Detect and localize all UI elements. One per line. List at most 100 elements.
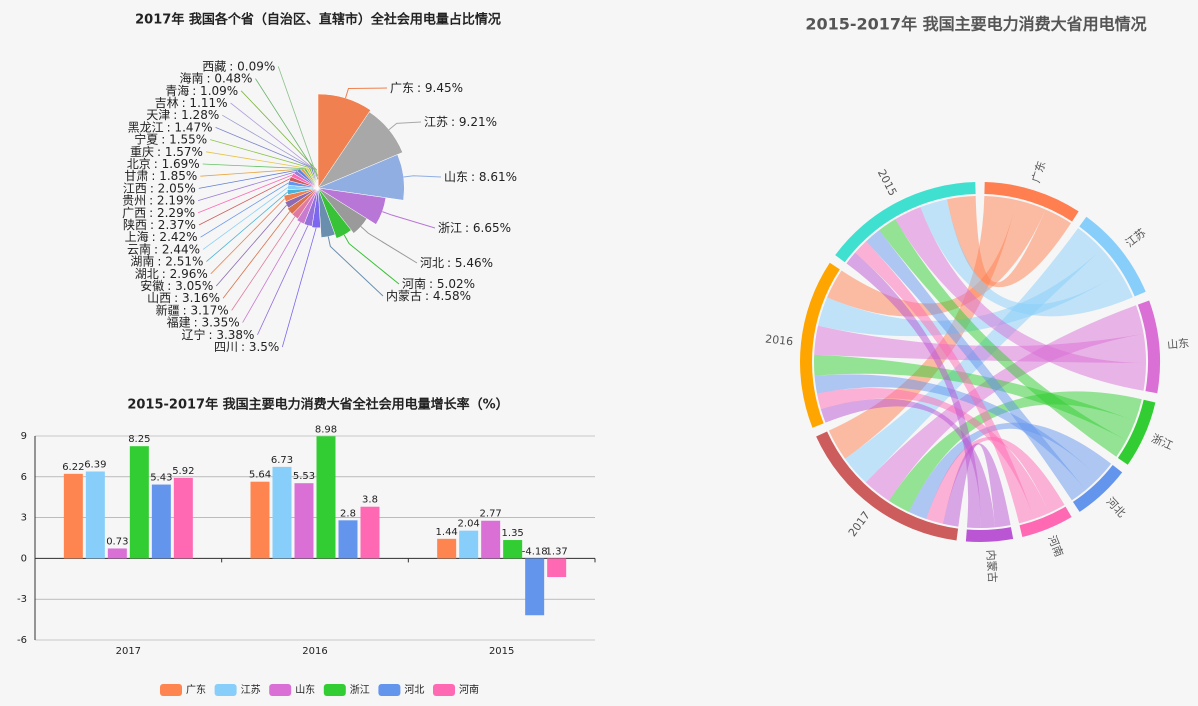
label-line	[215, 127, 312, 168]
slice-label: 广西: 2.29%	[122, 205, 195, 219]
node-label: 广东	[1029, 159, 1048, 184]
ribbon	[846, 252, 981, 529]
ribbon	[820, 398, 995, 528]
slice-label: 江西: 2.05%	[123, 181, 196, 195]
node-arc	[1117, 399, 1156, 465]
y-tick-label: 9	[21, 431, 27, 442]
node-arc	[1019, 506, 1072, 537]
slice-value: : 0.48%	[206, 71, 252, 85]
ribbon	[895, 207, 1146, 391]
node-label: 2015	[875, 167, 899, 198]
slice-label: 安徽: 3.05%	[140, 278, 213, 293]
label-line	[210, 198, 286, 275]
bar	[107, 548, 127, 559]
value-label: 5.92	[172, 466, 194, 477]
ribbon	[946, 196, 1071, 288]
pie-slice	[317, 187, 368, 234]
label-line	[382, 211, 436, 229]
value-label: 1.35	[502, 528, 524, 539]
slice-value: : 2.19%	[149, 193, 195, 207]
slice-name: 北京	[127, 157, 151, 171]
label-line	[343, 234, 400, 285]
slice-name: 浙江	[438, 221, 462, 235]
pie-slice	[317, 111, 403, 189]
slice-value: : 1.28%	[173, 108, 219, 122]
slice-label: 山东: 8.61%	[444, 170, 517, 184]
ribbon	[827, 200, 1046, 317]
bar	[250, 481, 270, 559]
slice-value: : 3.05%	[167, 279, 213, 293]
ribbon	[920, 199, 1133, 317]
y-tick-label: 0	[21, 553, 27, 564]
label-line	[215, 204, 287, 287]
slice-value: : 1.11%	[182, 96, 228, 110]
label-line	[205, 151, 308, 169]
pie-slice	[317, 154, 405, 201]
bar	[85, 471, 105, 559]
slice-value: : 3.38%	[208, 327, 254, 341]
label-line	[200, 168, 302, 177]
slice-value: : 4.58%	[425, 289, 471, 303]
slice-label: 浙江: 6.65%	[438, 221, 511, 235]
slice-label: 北京: 1.69%	[127, 157, 200, 171]
label-line	[255, 78, 319, 176]
bar	[338, 520, 358, 559]
label-line	[231, 216, 296, 311]
ribbon	[818, 249, 1120, 337]
label-line	[327, 236, 384, 297]
slice-name: 江西	[123, 181, 147, 195]
slice-label: 黑龙江: 1.47%	[128, 120, 213, 134]
node-label: 2016	[765, 332, 794, 348]
slice-label: 内蒙古: 4.58%	[386, 288, 471, 303]
legend-label: 江苏	[241, 683, 261, 696]
value-label: 5.64	[249, 470, 271, 481]
pie-slice	[287, 187, 319, 215]
y-tick-label: -3	[17, 594, 27, 605]
slice-label: 江苏: 9.21%	[424, 115, 497, 129]
slice-value: : 2.44%	[154, 242, 200, 256]
pie-title: 2017年 我国各个省（自治区、直辖市）全社会用电量占比情况	[135, 12, 501, 28]
slice-label: 云南: 2.44%	[127, 241, 200, 256]
slice-label: 西藏: 0.09%	[202, 59, 275, 73]
label-line	[222, 211, 291, 299]
label-line	[202, 187, 289, 250]
ribbon	[828, 196, 1017, 459]
bar	[360, 506, 380, 559]
label-line	[281, 227, 317, 348]
label-line	[230, 102, 316, 171]
node-label: 江苏	[1123, 226, 1148, 250]
slice-name: 贵州	[122, 193, 146, 207]
node-arc	[1072, 465, 1123, 512]
label-line	[206, 191, 288, 262]
slice-label: 宁夏: 1.55%	[134, 131, 207, 146]
slice-label: 辽宁: 3.38%	[181, 326, 254, 341]
value-label: 1.37	[546, 546, 568, 557]
legend-label: 浙江	[350, 684, 370, 696]
slice-value: : 6.65%	[465, 221, 511, 235]
slice-value: : 1.69%	[154, 157, 200, 171]
slice-value: : 3.17%	[183, 303, 229, 317]
slice-value: : 5.46%	[447, 256, 493, 270]
slice-name: 广西	[122, 205, 146, 219]
label-line	[360, 226, 418, 264]
slice-value: : 0.09%	[229, 59, 275, 73]
legend-label: 河北	[404, 684, 424, 696]
bar	[316, 436, 336, 559]
bar	[151, 484, 171, 559]
slice-label: 吉林: 1.11%	[155, 96, 228, 110]
label-line	[240, 90, 318, 171]
slice-label: 青海: 1.09%	[165, 82, 238, 97]
slice-name: 黑龙江	[128, 120, 164, 134]
slice-name: 安徽	[140, 278, 164, 293]
slice-name: 天津	[146, 108, 170, 122]
slice-label: 福建: 3.35%	[167, 314, 240, 329]
slice-name: 湖南	[130, 253, 154, 268]
legend-swatch	[160, 684, 182, 696]
slice-value: : 8.61%	[471, 170, 517, 184]
slice-value: : 3.35%	[194, 315, 240, 329]
value-label: 8.98	[315, 424, 337, 435]
ribbon	[865, 305, 1144, 501]
ribbon	[942, 443, 1011, 528]
legend-swatch	[378, 684, 401, 696]
value-label: 2.8	[340, 508, 356, 519]
